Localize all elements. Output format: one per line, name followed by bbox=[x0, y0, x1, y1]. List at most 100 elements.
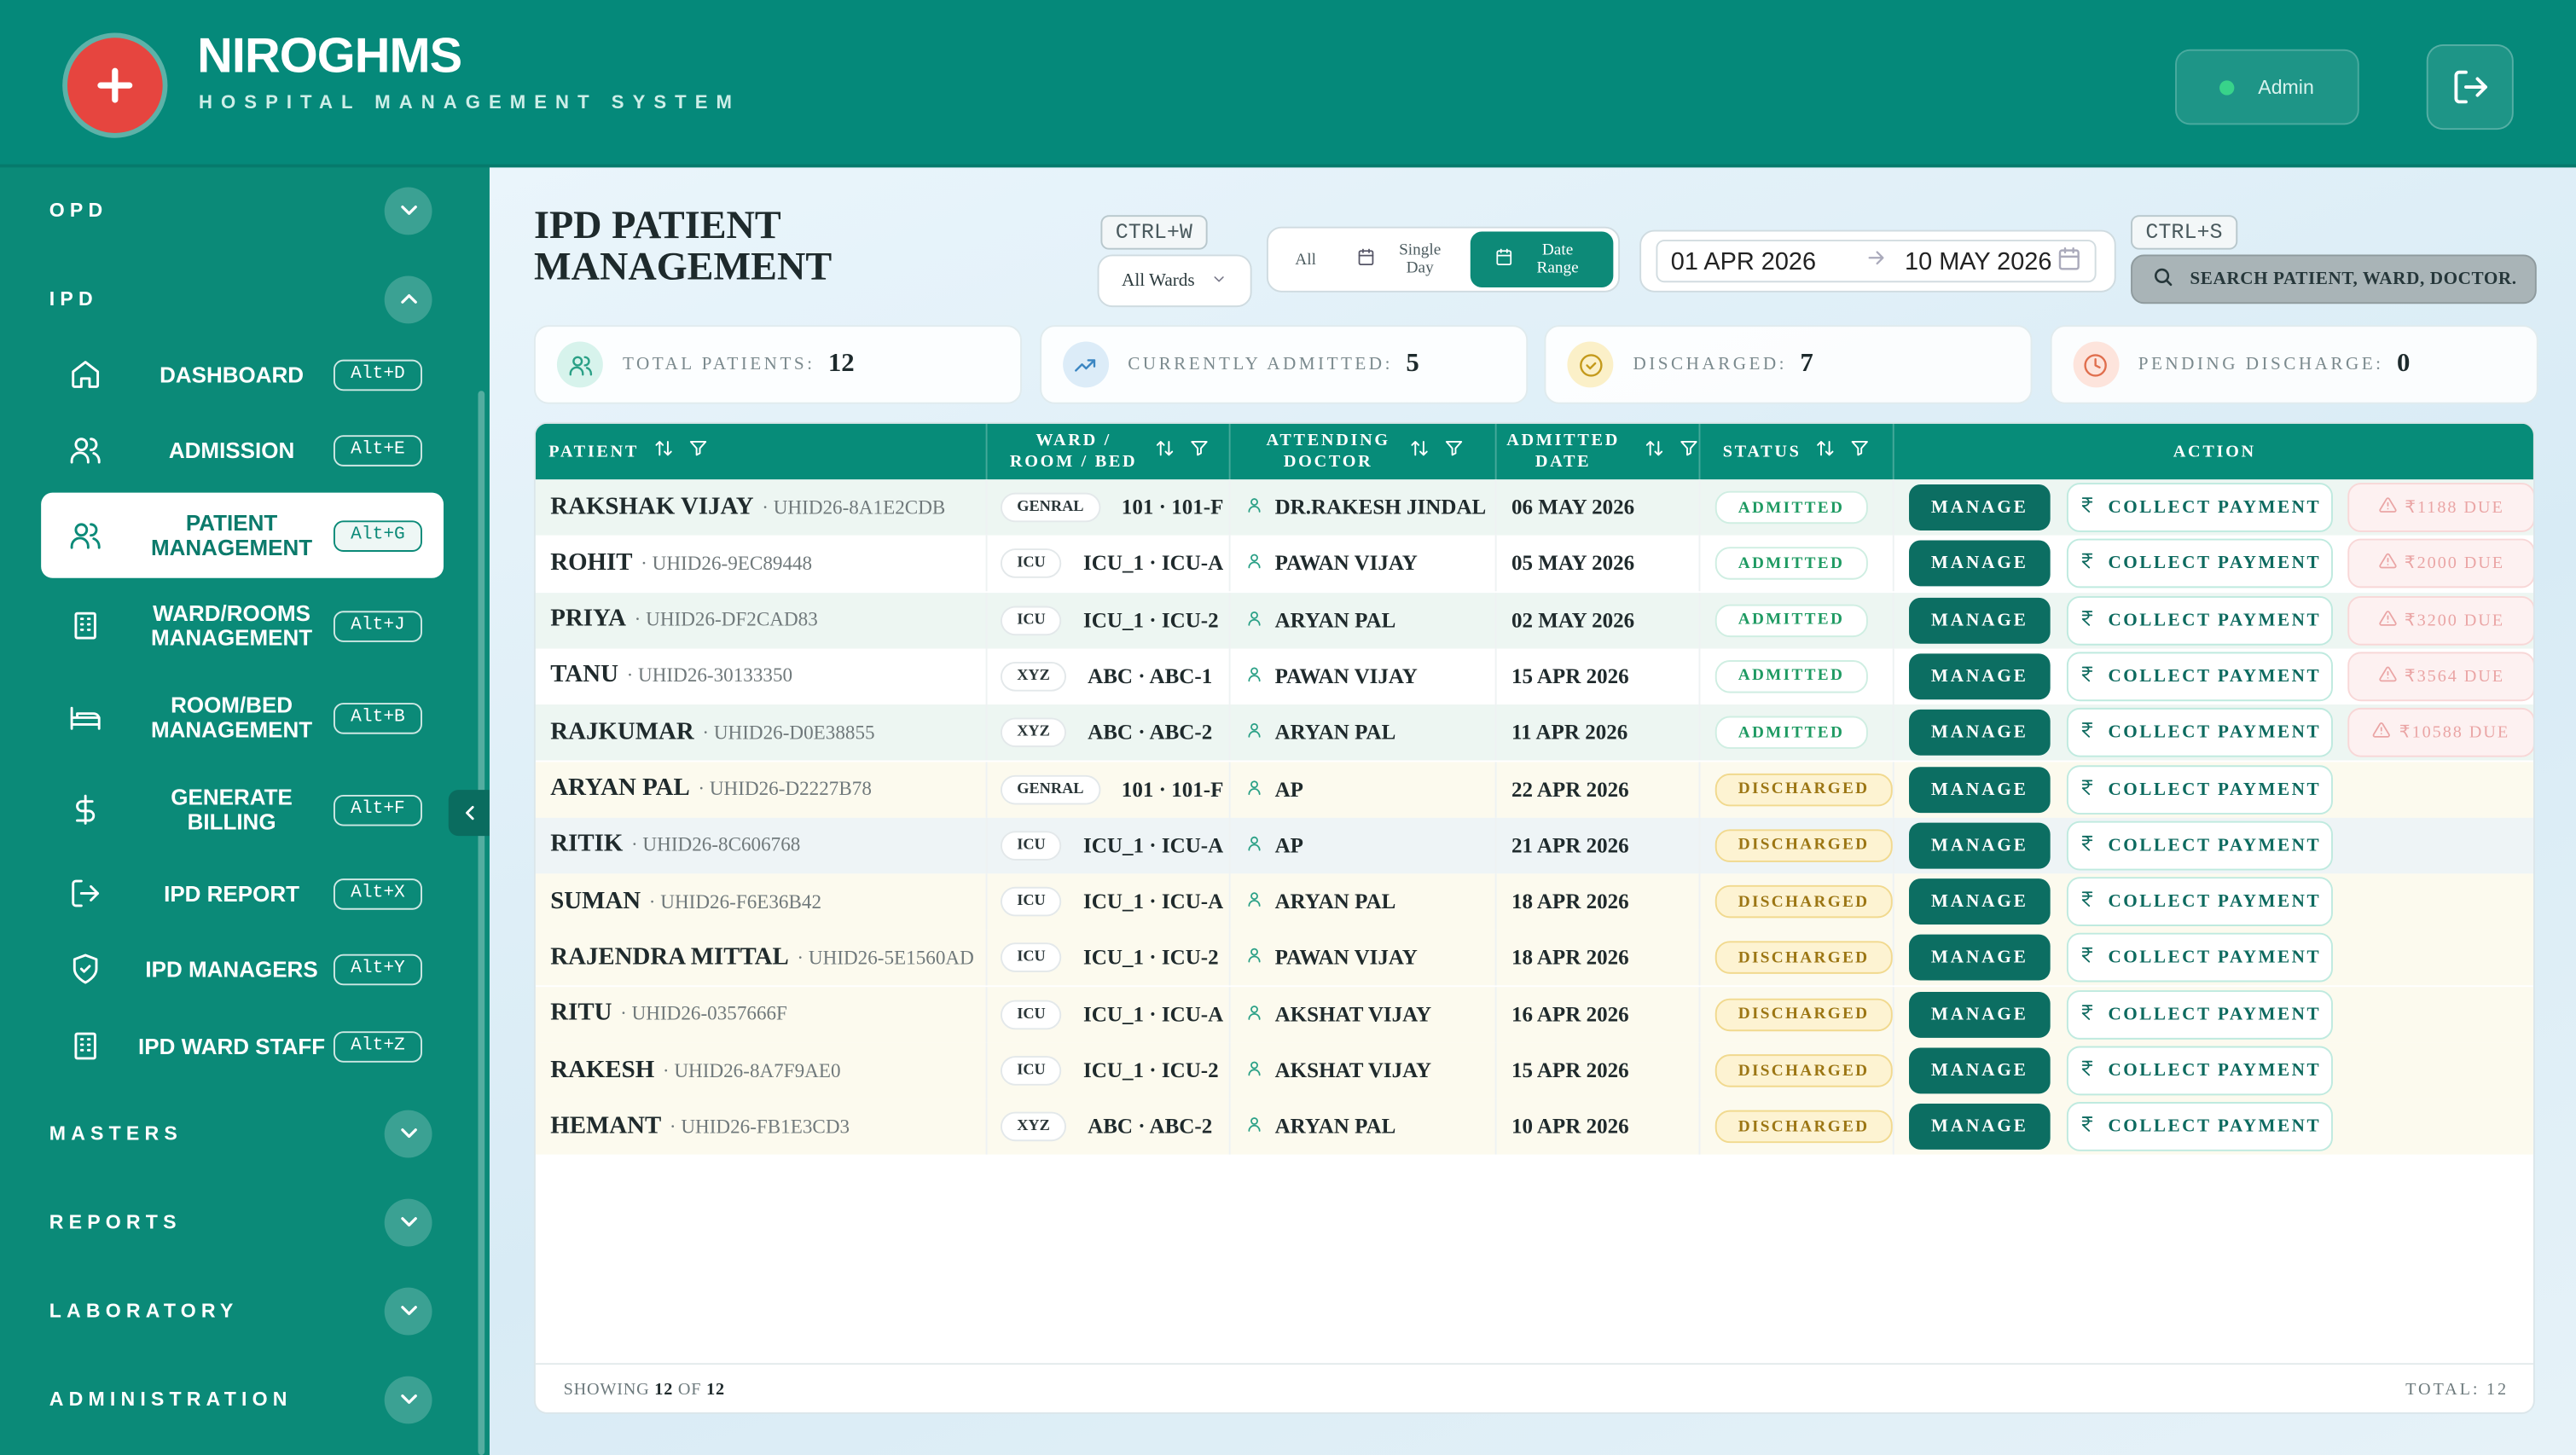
menu-item[interactable]: IPD REPORT Alt+X bbox=[41, 857, 444, 930]
collect-payment-button[interactable]: COLLECT PAYMENT bbox=[2066, 483, 2333, 532]
sort-button[interactable] bbox=[1816, 438, 1836, 465]
menu-item[interactable]: ROOM/BED MANAGEMENT Alt+B bbox=[41, 681, 444, 754]
rupee-icon bbox=[2079, 834, 2097, 857]
collect-label: COLLECT PAYMENT bbox=[2108, 610, 2322, 630]
menu-item[interactable]: ADMISSION Alt+E bbox=[41, 414, 444, 486]
collect-payment-button[interactable]: COLLECT PAYMENT bbox=[2066, 652, 2333, 701]
table-cell: XYZ ABC · ABC-2 bbox=[988, 704, 1231, 761]
menu-shortcut: Alt+G bbox=[333, 519, 422, 552]
room-bed: ICU_1 · ICU-A bbox=[1083, 550, 1224, 576]
table-cell: MANAGE COLLECT PAYMENT bbox=[1894, 761, 2533, 816]
sidebar-section[interactable]: IPD bbox=[49, 273, 444, 326]
sidebar-section[interactable]: ADMINISTRATION bbox=[49, 1373, 444, 1426]
sidebar-section[interactable]: MASTERS bbox=[49, 1107, 444, 1160]
room-bed: ICU_1 · ICU-A bbox=[1083, 888, 1224, 913]
icon-part bbox=[400, 1128, 416, 1139]
filter-button[interactable] bbox=[1678, 438, 1697, 465]
stat-label: TOTAL PATIENTS: bbox=[622, 354, 815, 375]
manage-button[interactable]: MANAGE bbox=[1909, 935, 2051, 982]
sort-button[interactable] bbox=[1644, 438, 1663, 465]
icon-part bbox=[2378, 610, 2396, 625]
icon-part bbox=[400, 1128, 416, 1139]
manage-button[interactable]: MANAGE bbox=[1909, 710, 2051, 756]
logo bbox=[67, 38, 163, 133]
menu-item[interactable]: PATIENT MANAGEMENT Alt+G bbox=[41, 492, 444, 578]
menu-item[interactable]: WARD/ROOMS MANAGEMENT Alt+J bbox=[41, 589, 444, 662]
date-inputs[interactable]: 01 APR 2026 10 MAY 2026 bbox=[1656, 240, 2097, 283]
ward-select[interactable]: All Wards bbox=[1097, 254, 1252, 308]
sort-button[interactable] bbox=[1154, 438, 1174, 465]
room-bed: 101 · 101-F bbox=[1121, 775, 1224, 801]
rupee-icon bbox=[2079, 1003, 2097, 1026]
date-mode-option[interactable]: Single Day bbox=[1338, 231, 1471, 287]
menu-item[interactable]: IPD MANAGERS Alt+Y bbox=[41, 933, 444, 1006]
filter-button[interactable] bbox=[1188, 438, 1208, 465]
collect-payment-button[interactable]: COLLECT PAYMENT bbox=[2066, 708, 2333, 758]
icon-part bbox=[1817, 440, 1835, 456]
collapse-button[interactable] bbox=[448, 790, 490, 837]
manage-button[interactable]: MANAGE bbox=[1909, 653, 2051, 700]
icon-part bbox=[1250, 611, 1258, 619]
mode-icon bbox=[1495, 248, 1513, 271]
icon-part bbox=[2058, 246, 2080, 258]
table-cell: MANAGE COLLECT PAYMENT bbox=[1894, 818, 2533, 873]
menu-item[interactable]: IPD WARD STAFF Alt+Z bbox=[41, 1010, 444, 1082]
table-cell: AKSHAT VIJAY bbox=[1231, 986, 1497, 1043]
total-label: TOTAL: bbox=[2405, 1381, 2480, 1400]
manage-button[interactable]: MANAGE bbox=[1909, 484, 2051, 530]
manage-button[interactable]: MANAGE bbox=[1909, 541, 2051, 587]
sidebar-section[interactable]: OPD bbox=[49, 184, 444, 237]
sidebar-section[interactable]: LABORATORY bbox=[49, 1284, 444, 1337]
user-badge[interactable]: Admin bbox=[2175, 49, 2359, 125]
sidebar-section[interactable]: REPORTS bbox=[49, 1196, 444, 1249]
ward-chip: XYZ bbox=[1001, 663, 1065, 690]
manage-button[interactable]: MANAGE bbox=[1909, 822, 2051, 869]
manage-button[interactable]: MANAGE bbox=[1909, 1104, 2051, 1151]
manage-button[interactable]: MANAGE bbox=[1909, 991, 2051, 1038]
icon-part bbox=[1496, 250, 1512, 266]
filter-button[interactable] bbox=[1443, 438, 1463, 465]
collect-payment-button[interactable]: COLLECT PAYMENT bbox=[2066, 595, 2333, 645]
manage-button[interactable]: MANAGE bbox=[1909, 878, 2051, 925]
collect-payment-button[interactable]: COLLECT PAYMENT bbox=[2066, 1046, 2333, 1096]
sidebar: OPD IPD DASHBOARD Alt+D ADMISSION Alt+E PATIEN… bbox=[0, 167, 490, 1455]
date-mode-option[interactable]: All bbox=[1273, 231, 1338, 287]
sort-button[interactable] bbox=[1409, 438, 1429, 465]
search-placeholder: SEARCH PATIENT, WARD, DOCTOR. bbox=[2190, 269, 2517, 289]
manage-button[interactable]: MANAGE bbox=[1909, 597, 2051, 644]
patient-uhid: UHID26-5E1560AD bbox=[797, 946, 974, 971]
patient-name: ROHIT bbox=[550, 549, 633, 577]
due-badge: ₹2000 DUE bbox=[2347, 539, 2533, 588]
table-cell: ARYAN PAL bbox=[1231, 1098, 1497, 1156]
icon-part bbox=[1250, 723, 1258, 732]
manage-button[interactable]: MANAGE bbox=[1909, 1047, 2051, 1094]
manage-button[interactable]: MANAGE bbox=[1909, 766, 2051, 813]
table-cell: PRIYA UHID26-DF2CAD83 bbox=[536, 592, 988, 648]
collect-payment-button[interactable]: COLLECT PAYMENT bbox=[2066, 820, 2333, 871]
patient-uhid: UHID26-0357666F bbox=[620, 1002, 787, 1027]
search-box[interactable]: SEARCH PATIENT, WARD, DOCTOR. bbox=[2131, 254, 2537, 304]
icon-part bbox=[74, 612, 96, 640]
patient-uhid: UHID26-8A7F9AE0 bbox=[663, 1058, 840, 1083]
filter-button[interactable] bbox=[688, 438, 708, 465]
collect-payment-button[interactable]: COLLECT PAYMENT bbox=[2066, 877, 2333, 927]
sort-button[interactable] bbox=[653, 438, 673, 465]
date-to: 10 MAY 2026 bbox=[1905, 246, 2052, 275]
collect-payment-button[interactable]: COLLECT PAYMENT bbox=[2066, 933, 2333, 983]
date-mode-option[interactable]: Date Range bbox=[1471, 231, 1614, 287]
collect-payment-button[interactable]: COLLECT PAYMENT bbox=[2066, 764, 2333, 814]
menu-item[interactable]: GENERATE BILLING Alt+F bbox=[41, 774, 444, 846]
icon-part bbox=[2378, 610, 2396, 625]
collect-payment-button[interactable]: COLLECT PAYMENT bbox=[2066, 539, 2333, 588]
logout-button[interactable] bbox=[2426, 43, 2514, 130]
admitted-date: 05 MAY 2026 bbox=[1511, 550, 1635, 576]
collect-payment-button[interactable]: COLLECT PAYMENT bbox=[2066, 1102, 2333, 1152]
collect-payment-button[interactable]: COLLECT PAYMENT bbox=[2066, 989, 2333, 1040]
section-label: ADMINISTRATION bbox=[49, 1388, 293, 1412]
menu-item[interactable]: DASHBOARD Alt+D bbox=[41, 339, 444, 411]
menu-icon bbox=[41, 433, 130, 467]
filter-button[interactable] bbox=[1850, 438, 1870, 465]
table-cell: ICU ICU_1 · ICU-A bbox=[988, 873, 1231, 930]
table-cell: XYZ ABC · ABC-2 bbox=[988, 1098, 1231, 1156]
doctor-name: PAWAN VIJAY bbox=[1274, 944, 1418, 970]
